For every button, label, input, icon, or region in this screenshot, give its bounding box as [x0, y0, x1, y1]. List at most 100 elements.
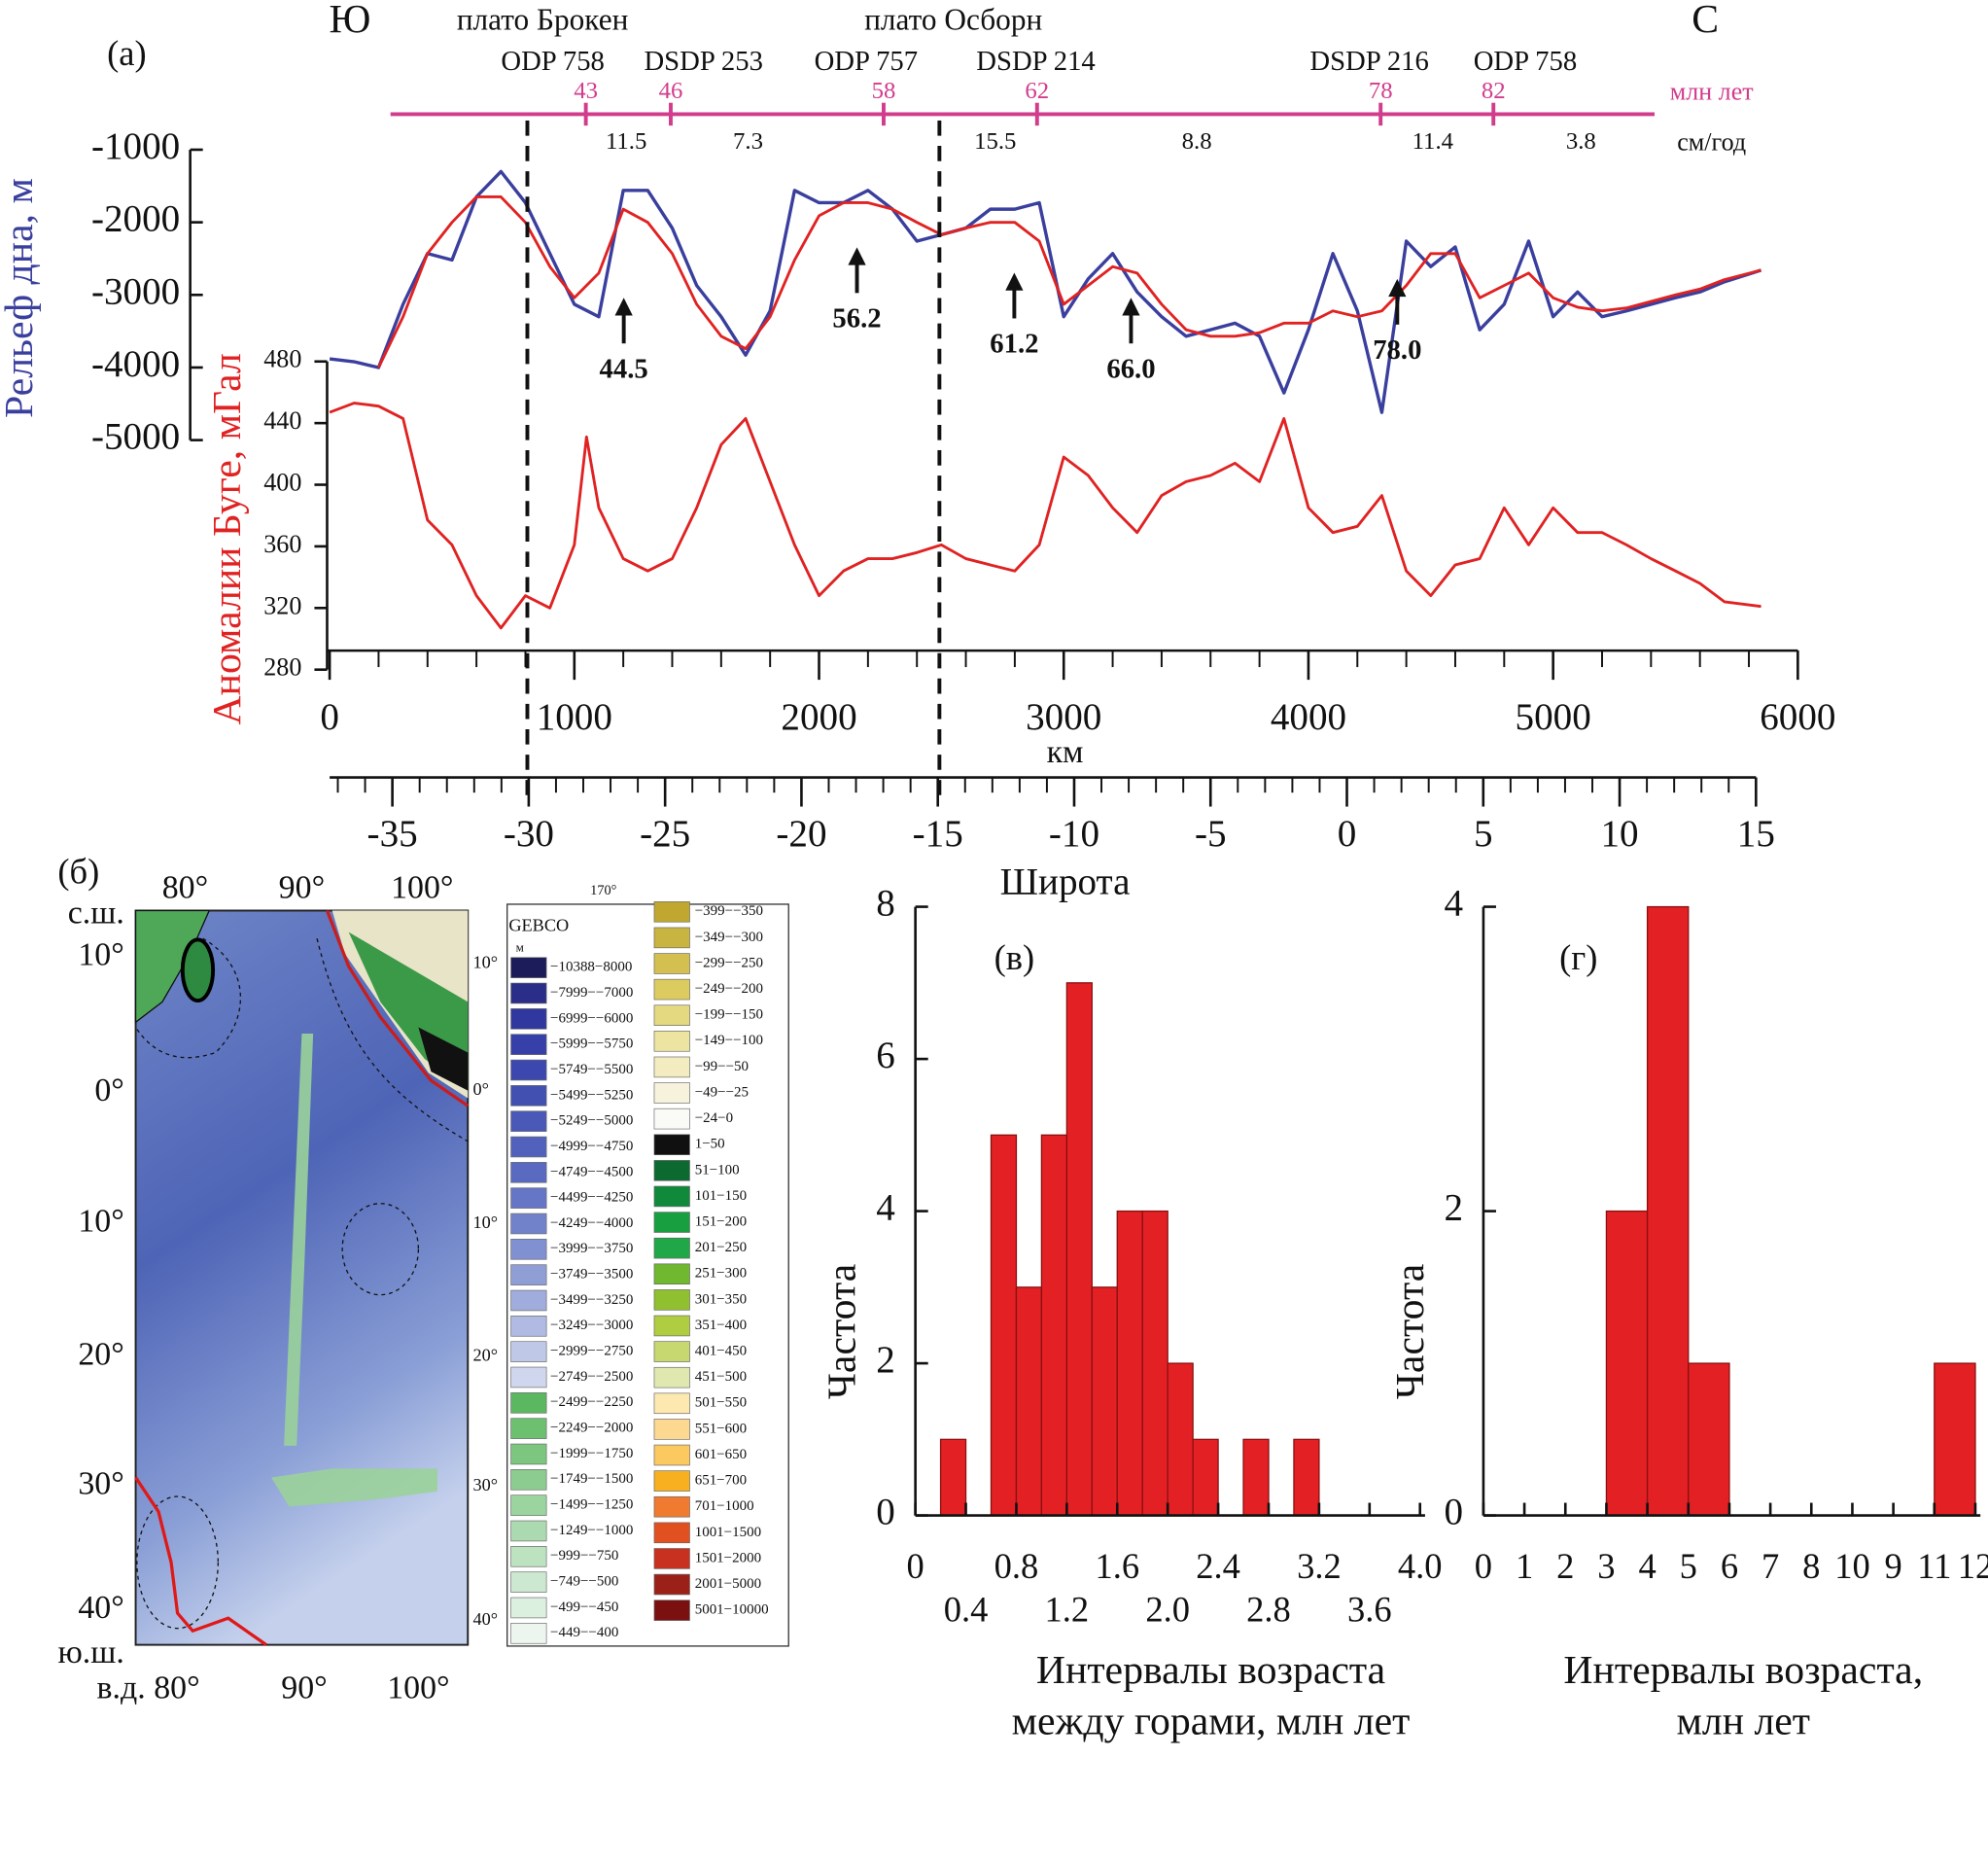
x2-tick-label: -20: [776, 813, 826, 855]
legend-label: −4249−−4000: [550, 1215, 633, 1231]
legend-swatch: [653, 1548, 690, 1569]
y2-tick-label: 400: [263, 469, 301, 497]
legend-label: −2749−−2500: [550, 1369, 633, 1385]
x-tick-label: 2.4: [1196, 1546, 1240, 1586]
bar: [1934, 1362, 1976, 1517]
map-lat-label: ю.ш.: [57, 1635, 123, 1670]
legend-label: −2499−−2250: [550, 1394, 633, 1410]
y-tick-label: 4: [876, 1187, 895, 1229]
legend-swatch: [653, 1212, 690, 1233]
y-tick-label: -3000: [91, 270, 180, 312]
map-lat-label-small: 0°: [472, 1079, 488, 1099]
age-label: 43: [574, 78, 598, 104]
legend-swatch: [653, 1444, 690, 1466]
age-unit: млн лет: [1670, 78, 1755, 106]
legend-label: −6999−−6000: [550, 1010, 633, 1026]
age-label: 78: [1369, 78, 1393, 104]
legend-swatch: [510, 1597, 547, 1619]
plate-boundary: [134, 1476, 267, 1646]
x-tick-label: 9: [1884, 1546, 1901, 1586]
legend-label: −4999−−4750: [550, 1139, 633, 1154]
legend-swatch: [510, 1059, 547, 1081]
age-label: 58: [872, 78, 896, 104]
legend-label: −2999−−2750: [550, 1344, 633, 1359]
map-lat-label-small: 10°: [472, 952, 498, 971]
x-tick-label: 1000: [537, 696, 612, 738]
x2-tick-label: -10: [1049, 813, 1099, 855]
legend-label: −749−−500: [550, 1574, 618, 1590]
arrow-head: [848, 247, 866, 265]
legend-swatch: [510, 1162, 547, 1183]
legend-label: −3499−−3250: [550, 1292, 633, 1308]
legend-swatch: [653, 1160, 690, 1181]
x-tick-label: 5: [1680, 1546, 1697, 1586]
legend-label: −399−−350: [695, 903, 763, 919]
x-tick-label: 2.0: [1145, 1589, 1190, 1629]
legend-label: 551−600: [695, 1421, 747, 1436]
bar: [1141, 1210, 1168, 1517]
ridge: [284, 1033, 314, 1446]
legend-swatch: [510, 957, 547, 978]
legend-label: 2001−5000: [695, 1576, 761, 1592]
legend-swatch: [653, 1237, 690, 1259]
x-axis-label: Интервалы возраста,: [1563, 1648, 1923, 1693]
legend-swatch: [510, 1239, 547, 1260]
x-tick-label: 0.8: [994, 1546, 1039, 1586]
direction-label: Ю: [330, 0, 371, 42]
x2-tick-label: -30: [504, 813, 554, 855]
x-tick-label: 8: [1802, 1546, 1820, 1586]
x2-tick-label: 5: [1474, 813, 1493, 855]
arrow-label: 78.0: [1373, 334, 1421, 366]
legend-swatch: [653, 1392, 690, 1415]
legend-swatch: [510, 1034, 547, 1055]
legend-swatch: [653, 1185, 690, 1208]
map-lat-label: 0°: [94, 1072, 124, 1108]
y-tick-label: 0: [876, 1492, 895, 1533]
speed-label: 11.4: [1413, 128, 1453, 155]
legend-swatch: [510, 1008, 547, 1030]
direction-label: С: [1692, 0, 1719, 42]
legend-swatch: [510, 982, 547, 1004]
x-tick-label: 0: [907, 1546, 924, 1586]
x-tick-label: 2.8: [1246, 1589, 1291, 1629]
plateau-label: плато Брокен: [457, 3, 629, 37]
legend-lon: 170°: [590, 883, 616, 898]
map-lat-label-small: 20°: [472, 1346, 498, 1365]
x2-tick-label: 15: [1737, 813, 1775, 855]
arrow-label: 44.5: [600, 353, 648, 384]
legend-label: 251−300: [695, 1266, 747, 1282]
x-tick-label: 7: [1761, 1546, 1779, 1586]
site-label: DSDP 214: [976, 46, 1095, 77]
y-tick-label: 4: [1444, 883, 1463, 925]
plate-boundary: [325, 909, 470, 1107]
x-tick-label: 10: [1834, 1546, 1870, 1586]
map-lon-label: 100°: [387, 1670, 449, 1705]
legend-label: −24−0: [695, 1110, 733, 1126]
legend-label: −3749−−3500: [550, 1267, 633, 1283]
legend-label: −2249−−2000: [550, 1421, 633, 1436]
legend-label: 201−250: [695, 1240, 747, 1255]
x-tick-label: 3: [1597, 1546, 1615, 1586]
legend-swatch: [510, 1418, 547, 1439]
x-tick-label: 3000: [1026, 696, 1101, 738]
legend-label: −149−−100: [695, 1033, 763, 1048]
site-label: ODP 758: [1474, 46, 1578, 77]
y-tick-label: 8: [876, 883, 895, 925]
legend-swatch: [653, 1599, 690, 1621]
x-tick-label: 4: [1638, 1546, 1656, 1586]
x-axis-label: млн лет: [1677, 1699, 1811, 1743]
bar: [1192, 1438, 1219, 1517]
arrow-head: [614, 298, 633, 316]
map-lat-label: 30°: [78, 1465, 123, 1501]
bar: [1167, 1362, 1194, 1517]
legend-label: −5499−−5250: [550, 1087, 633, 1103]
x-tick-label: 1.2: [1045, 1589, 1090, 1629]
legend-label: 1001−1500: [695, 1525, 761, 1540]
map-lat-label: с.ш.: [68, 895, 124, 931]
x-tick-label: 3.2: [1297, 1546, 1342, 1586]
speed-label: 8.8: [1182, 128, 1212, 155]
profile-line: [329, 402, 1761, 630]
legend-unit: м: [516, 940, 524, 955]
legend-label: 301−350: [695, 1291, 747, 1307]
bar: [1293, 1438, 1320, 1517]
